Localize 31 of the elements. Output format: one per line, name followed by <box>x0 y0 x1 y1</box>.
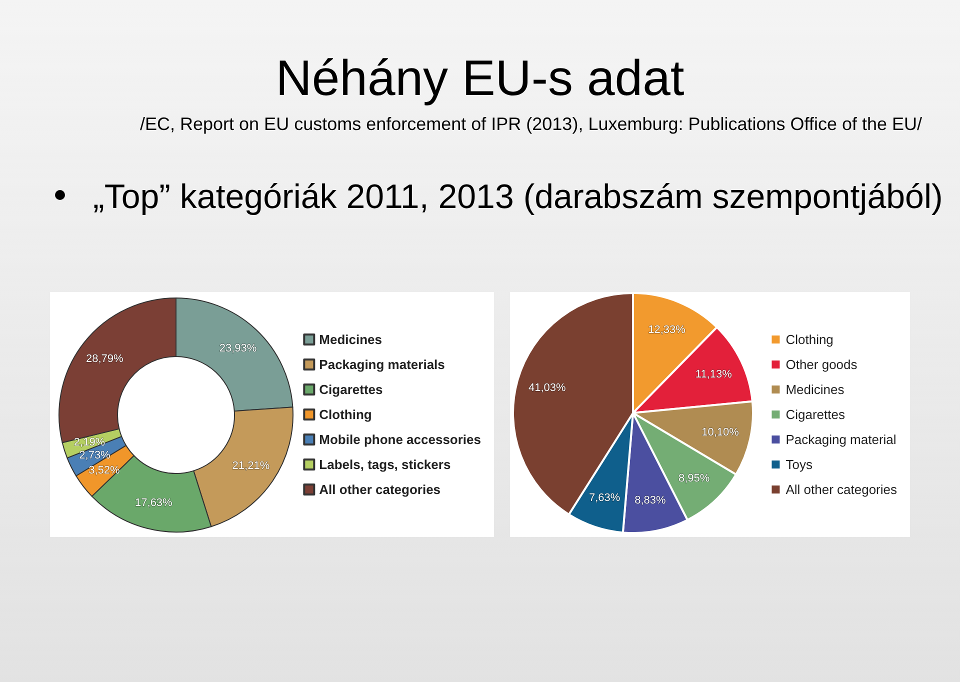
data-label: 21,21% <box>232 460 270 472</box>
legend-label: Medicines <box>319 332 382 347</box>
legend-label: Labels, tags, stickers <box>319 457 451 472</box>
legend-label: Packaging materials <box>319 357 445 372</box>
legend-label: Other goods <box>786 357 858 372</box>
data-label: 10,10% <box>702 426 740 439</box>
data-label: 41,03% <box>528 382 566 394</box>
data-label: 2,73% <box>79 449 111 462</box>
text: /EC, Report on EU customs enforcement of IPR (2013), Luxemburg: Publications Office of the EU/ <box>140 114 924 135</box>
data-label: 2,19% <box>74 436 106 448</box>
data-label: 8,95% <box>678 472 710 484</box>
data-label: 3,52% <box>88 464 120 476</box>
data-label: 12,33% <box>648 324 686 336</box>
legend-label: All other categories <box>319 482 441 497</box>
chart-title: Néhány EU-s adat <box>274 49 686 108</box>
data-label: 23,93% <box>219 342 257 355</box>
legend-label: Cigarettes <box>319 382 383 397</box>
legend-label: Clothing <box>786 332 834 347</box>
legend-label: Mobile phone accessories <box>319 432 482 447</box>
text: „Top” kategóriák 2011, 2013 (darabszám szempontjából) <box>93 178 943 217</box>
data-label: 28,79% <box>86 352 124 365</box>
legend-label: Clothing <box>319 407 372 422</box>
legend-label: Cigarettes <box>786 407 846 422</box>
data-label: 11,13% <box>695 368 732 380</box>
legend-label: All other categories <box>786 482 898 497</box>
data-label: 7,63% <box>588 492 620 504</box>
legend-label: Medicines <box>786 382 845 397</box>
data-label: 8,83% <box>634 494 666 507</box>
legend-label: Packaging material <box>786 432 896 447</box>
legend-label: Toys <box>786 457 813 472</box>
data-label: 17,63% <box>135 496 173 509</box>
